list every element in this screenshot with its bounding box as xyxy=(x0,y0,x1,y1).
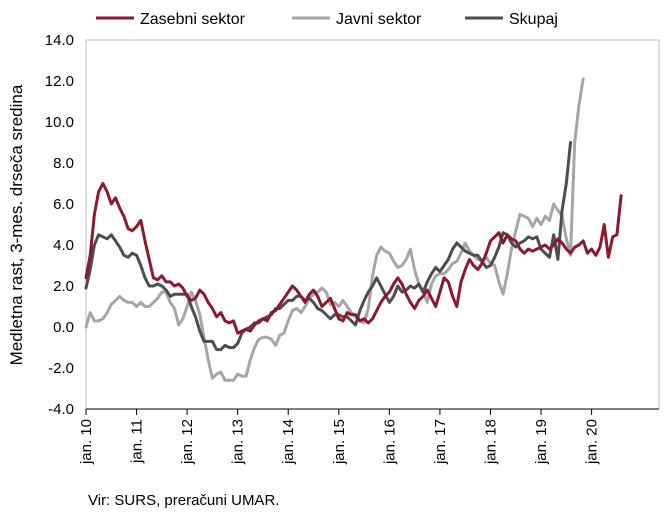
y-tick-label: -2.0 xyxy=(48,360,74,377)
y-tick-label: 14.0 xyxy=(45,32,74,49)
x-tick-label: jan. 14 xyxy=(280,419,297,465)
x-tick-label: jan. 10 xyxy=(78,419,95,465)
series-line-skupaj xyxy=(84,141,572,352)
y-axis-ticks: 14.0 12.0 10.0 8.0 6.0 4.0 2.0 0.0 -2.0 -4.0 xyxy=(45,32,74,418)
x-tick-label: jan. 12 xyxy=(179,419,196,465)
x-tick-label: jan. 15 xyxy=(331,419,348,465)
legend-label: Javni sektor xyxy=(336,11,422,28)
x-tick-label: jan. 16 xyxy=(381,419,398,465)
y-tick-label: 6.0 xyxy=(53,196,74,213)
y-axis-title: Medletna rast, 3-mes. drseča sredina xyxy=(7,84,26,365)
source-note: Vir: SURS, preračuni UMAR. xyxy=(88,492,280,509)
legend-label: Skupaj xyxy=(509,11,558,28)
y-tick-label: 12.0 xyxy=(45,73,74,90)
x-tick-label: jan. 11 xyxy=(129,419,146,464)
y-tick-label: 8.0 xyxy=(53,155,74,172)
y-tick-label: 0.0 xyxy=(53,319,74,336)
y-tick-label: 10.0 xyxy=(45,114,74,131)
x-tick-label: jan. 18 xyxy=(482,419,499,465)
x-axis-ticks: jan. 10 jan. 11 jan. 12 jan. 13 jan. 14 jan. … xyxy=(78,409,601,465)
y-tick-label: -4.0 xyxy=(48,401,74,418)
x-tick-label: jan. 19 xyxy=(533,419,550,465)
plot-area xyxy=(85,39,660,410)
series-lines xyxy=(84,77,623,382)
x-tick-label: jan. 17 xyxy=(432,419,449,465)
series-line-javni-sektor xyxy=(84,77,585,382)
x-tick-label: jan. 13 xyxy=(230,419,247,465)
y-tick-label: 4.0 xyxy=(53,237,74,254)
x-tick-label: jan. 20 xyxy=(584,419,601,465)
chart-legend: Zasebni sektor Javni sektor Skupaj xyxy=(96,11,558,28)
legend-label: Zasebni sektor xyxy=(140,11,246,28)
y-tick-label: 2.0 xyxy=(53,278,74,295)
series-line-zasebni-sektor xyxy=(84,182,623,335)
